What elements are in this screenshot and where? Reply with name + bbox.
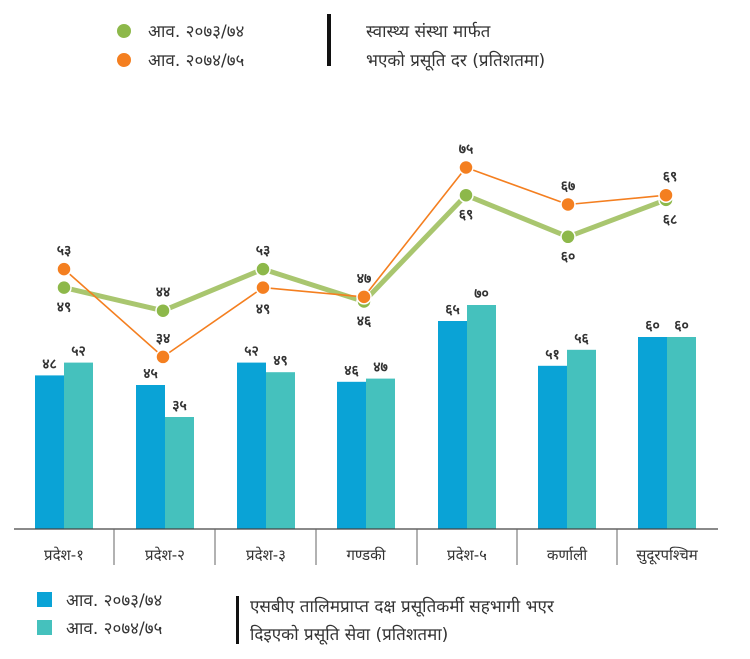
bottom-legend: आव. २०७३/७४ आव. २०७४/७५ एसबीए तालिमप्राप… [37,591,555,645]
point-value-label: ४९ [256,302,271,318]
bar [438,321,467,529]
point-value-label: ३४ [156,331,171,347]
x-tick-label: सुदूरपश्चिम [636,546,699,565]
line-point [56,279,72,296]
point-value-label: ७५ [459,142,474,158]
line-point [155,302,171,319]
bottom-legend-label-2074: आव. २०७४/७५ [66,619,162,639]
bar [165,417,194,529]
bar-value-label: ४९ [273,353,288,369]
bar [136,385,165,529]
line-point [458,159,474,176]
bar-value-label: ७० [474,286,489,302]
x-tick-label: प्रदेश-२ [145,546,185,564]
line-chart-title-line-1: स्वास्थ्य संस्था मार्फत [366,21,491,42]
line-point [56,261,72,277]
bar-value-label: ५१ [545,347,560,363]
x-tick-label: कर्णाली [547,546,588,564]
x-tick-label: गण्डकी [346,546,386,564]
bar [64,362,93,529]
bar-value-label: ६५ [445,302,460,318]
bar-value-label: ३५ [172,398,187,414]
point-value-label: ५३ [57,243,72,259]
x-tick-label: प्रदेश-५ [447,546,487,564]
point-value-label: ६९ [459,207,474,223]
line-point [255,279,271,296]
legend-swatch-2073 [37,592,52,607]
bar-chart-title-line-1: एसबीए तालिमप्राप्त दक्ष प्रसूतिकर्मी सहभ… [250,596,555,617]
point-value-label: ५३ [256,243,271,259]
line-point [356,289,372,305]
line-point [560,196,576,213]
bar [266,372,295,529]
legend-label-2073: आव. २०७३/७४ [148,22,244,42]
bar-value-label: ४७ [373,360,388,376]
legend-marker-2074 [117,53,131,67]
point-value-label: ६७ [561,178,576,194]
point-value-label: ६८ [663,212,678,228]
line-chart-title-line-2: भएको प्रसूति दर (प्रतिशतमा) [366,50,545,71]
top-legend: आव. २०७३/७४ आव. २०७४/७५ स्वास्थ्य संस्था… [117,14,545,71]
line-chart: ४९ ४४ ५३ ४६ ६९ ६० ६८ ५३ ३४ ४९ ४७ ७५ ६७ ६९ [56,142,678,365]
bar-chart-title-line-2: दिइएको प्रसूति सेवा (प्रतिशतमा) [250,624,448,645]
point-value-label: ४७ [357,271,372,287]
bar-value-label: ४६ [344,363,359,379]
bottom-legend-divider [236,596,239,644]
line-point [255,261,271,277]
x-tick-label: प्रदेश-३ [246,546,286,564]
point-value-label: ६९ [663,169,678,185]
x-axis-categories: प्रदेश-१ प्रदेश-२ प्रदेश-३ गण्डकी प्रदेश-५ कर… [44,529,699,565]
point-value-label: ६० [561,249,576,265]
bar [337,381,366,529]
bar [667,337,696,529]
bar-value-label: ६० [674,318,689,334]
bottom-legend-label-2073: आव. २०७३/७४ [66,591,162,611]
legend-marker-2073 [117,24,131,38]
bar-chart: ४८ ४५ ५२ ४६ ६५ ५१ ६० ५२ ३५ ४९ ४७ ७० ५६ ६० [35,286,696,529]
legend-label-2074: आव. २०७४/७५ [148,51,244,71]
bar-value-label: ४८ [42,356,57,372]
bar [237,362,266,529]
bar [567,349,596,529]
x-tick-label: प्रदेश-१ [44,546,84,564]
bar [366,378,395,529]
line-point [560,229,576,245]
bar [35,375,64,529]
bar-value-label: ५२ [244,344,259,360]
bar-value-label: ६० [645,318,660,334]
bar-value-label: ५६ [574,331,589,347]
legend-swatch-2074 [37,620,52,635]
line-point [658,187,674,203]
bar [538,365,567,529]
bar [638,337,667,529]
line-point [155,349,171,365]
bar-value-label: ४५ [143,366,158,382]
legend-divider [327,14,331,66]
line-point [458,187,474,203]
bar [467,305,496,529]
point-value-label: ४६ [357,313,372,329]
bar-value-label: ५२ [71,344,86,360]
point-value-label: ४४ [156,285,171,301]
point-value-label: ४९ [57,300,72,316]
